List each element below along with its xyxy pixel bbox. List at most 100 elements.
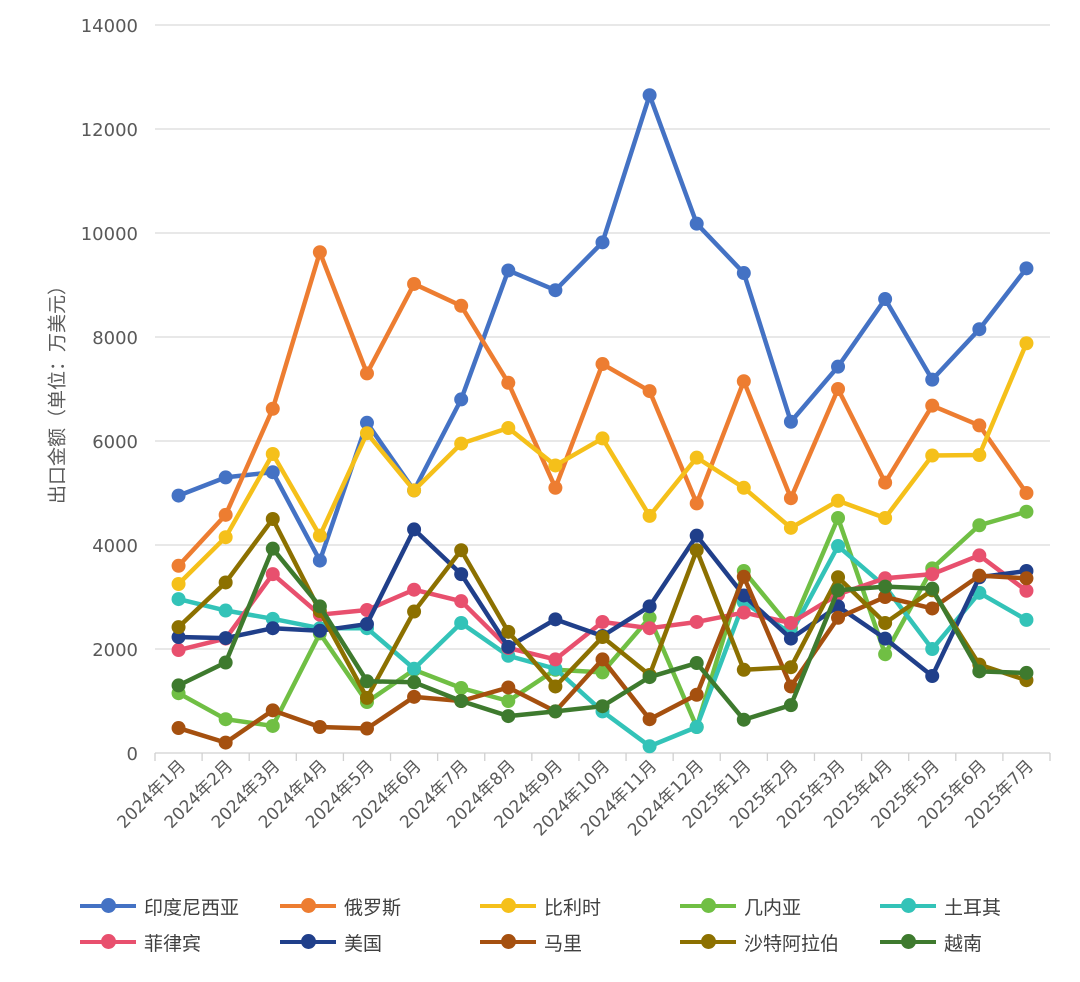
data-point <box>736 480 751 495</box>
data-point <box>831 539 846 554</box>
data-point <box>1019 504 1034 519</box>
legend-item: 俄罗斯 <box>280 893 480 919</box>
data-point <box>736 266 751 281</box>
data-point <box>501 694 516 708</box>
data-point <box>454 298 469 313</box>
data-point <box>1019 612 1034 627</box>
data-point <box>548 480 563 495</box>
data-point <box>548 652 563 667</box>
data-point <box>831 493 846 508</box>
y-tick-label: 10000 <box>81 224 138 245</box>
data-point <box>878 579 893 594</box>
data-point <box>972 418 987 433</box>
legend-swatch <box>480 934 536 949</box>
data-point <box>501 639 516 654</box>
legend-item: 土耳其 <box>880 893 1080 919</box>
data-point <box>265 447 280 461</box>
data-point <box>642 610 657 625</box>
data-point <box>783 631 798 646</box>
data-point <box>501 624 516 639</box>
data-point <box>548 283 563 298</box>
legend-label: 土耳其 <box>944 896 1002 919</box>
data-point <box>595 431 610 446</box>
data-point <box>878 647 893 662</box>
legend-swatch <box>880 934 936 949</box>
data-point <box>501 263 516 278</box>
data-point <box>407 483 422 498</box>
data-point <box>454 392 469 407</box>
data-point <box>407 582 422 597</box>
legend-swatch <box>280 898 336 913</box>
legend-item: 几内亚 <box>680 893 880 919</box>
legend-label: 美国 <box>344 932 383 955</box>
data-point <box>359 674 374 689</box>
data-point <box>548 679 563 694</box>
data-point <box>972 664 987 679</box>
data-point <box>689 720 704 734</box>
data-point <box>454 567 469 582</box>
data-point <box>218 735 233 750</box>
data-point <box>925 601 940 616</box>
data-point <box>171 620 186 635</box>
data-point <box>642 712 657 727</box>
y-tick-label: 2000 <box>92 640 138 661</box>
data-point <box>831 382 846 396</box>
legend-swatch <box>80 934 136 949</box>
data-point <box>218 470 233 485</box>
data-point <box>312 599 327 614</box>
data-point <box>642 508 657 523</box>
data-point <box>642 670 657 685</box>
data-point <box>407 661 422 676</box>
data-point <box>171 721 186 736</box>
data-point <box>595 699 610 714</box>
data-point <box>359 690 374 705</box>
data-point <box>783 491 798 506</box>
data-point <box>972 548 987 563</box>
data-point <box>642 621 657 636</box>
data-point <box>218 530 233 545</box>
data-point <box>218 655 233 670</box>
y-tick-label: 4000 <box>92 536 138 557</box>
data-point <box>265 401 280 416</box>
y-tick-label: 8000 <box>92 328 138 349</box>
series-line <box>176 249 1029 568</box>
data-point <box>783 414 798 429</box>
data-point <box>1019 486 1034 500</box>
data-point <box>501 680 516 695</box>
y-tick-label: 6000 <box>92 432 138 453</box>
data-point <box>925 398 940 413</box>
data-point <box>972 568 987 583</box>
data-point <box>359 415 374 430</box>
data-point <box>454 616 469 630</box>
data-point <box>312 553 327 568</box>
legend-label: 沙特阿拉伯 <box>744 932 840 955</box>
legend-item: 菲律宾 <box>80 929 280 955</box>
y-tick-label: 12000 <box>81 120 138 141</box>
legend-item: 印度尼西亚 <box>80 893 280 919</box>
data-point <box>1019 583 1034 598</box>
data-point <box>407 604 422 619</box>
data-point <box>878 590 893 604</box>
data-point <box>972 322 987 337</box>
legend-label: 印度尼西亚 <box>144 896 240 919</box>
data-point <box>501 375 516 390</box>
data-point <box>689 656 704 671</box>
data-point <box>642 739 657 754</box>
data-point <box>1019 665 1034 680</box>
data-point <box>218 712 233 727</box>
data-point <box>831 610 846 625</box>
data-point <box>548 612 563 627</box>
data-point <box>218 507 233 522</box>
data-point <box>218 603 233 618</box>
data-point <box>265 703 280 718</box>
data-point <box>736 712 751 727</box>
data-point <box>736 569 751 584</box>
data-point <box>878 631 893 646</box>
data-point <box>831 510 846 525</box>
y-tick-label: 0 <box>127 744 138 765</box>
data-point <box>265 567 280 582</box>
data-point <box>218 631 233 646</box>
data-point <box>642 384 657 399</box>
data-point <box>736 588 751 603</box>
